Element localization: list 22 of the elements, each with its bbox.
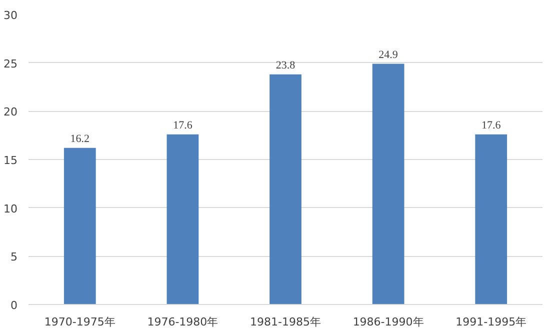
x-tick-label: 1981-1985年 <box>250 316 321 328</box>
y-tick-label: 15 <box>4 154 18 167</box>
bar <box>64 148 96 304</box>
data-label: 17.6 <box>173 119 193 132</box>
bar <box>475 134 508 304</box>
data-label: 23.8 <box>276 59 296 72</box>
data-label: 24.9 <box>378 48 398 61</box>
x-tick-label: 1986-1990年 <box>352 316 424 328</box>
bar <box>166 134 199 304</box>
y-tick-label: 0 <box>10 299 18 312</box>
y-tick-label: 25 <box>4 57 18 70</box>
y-tick-label: 20 <box>4 106 18 119</box>
data-label: 17.6 <box>481 119 502 132</box>
bar <box>270 74 302 304</box>
x-tick-label: 1991-1995年 <box>456 316 527 328</box>
bar <box>372 64 404 304</box>
x-tick-label: 1976-1980年 <box>147 316 218 328</box>
y-tick-label: 5 <box>10 250 18 264</box>
y-tick-label: 30 <box>4 9 18 22</box>
x-tick-label: 1970-1975年 <box>44 316 116 328</box>
y-tick-label: 10 <box>4 202 18 216</box>
data-label: 16.2 <box>70 132 90 145</box>
